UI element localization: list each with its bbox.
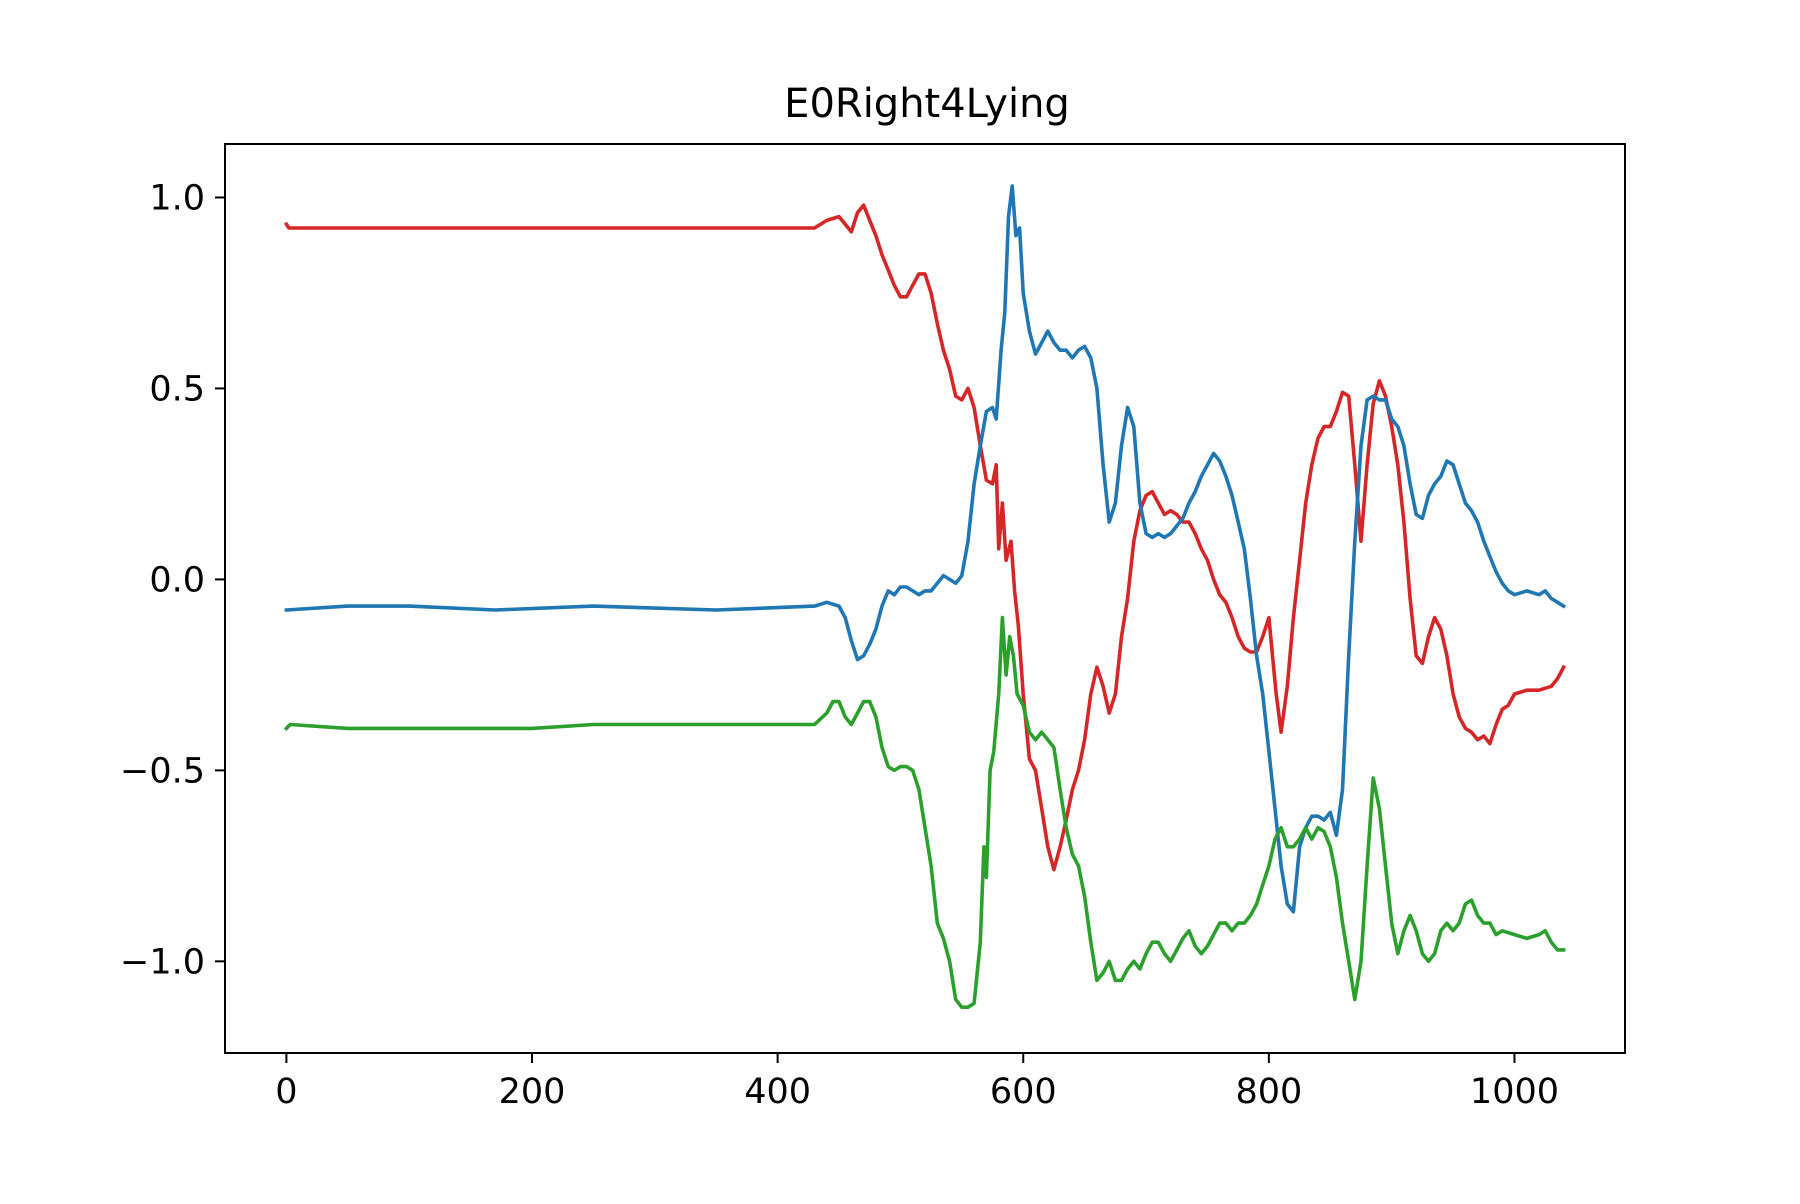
y-tick-label: 0.0 (149, 560, 205, 600)
x-axis: 0 200 400 600 800 1000 (275, 1053, 1559, 1112)
y-tick-label: −1.0 (120, 942, 205, 982)
x-tick-label: 0 (275, 1072, 297, 1112)
y-tick-label: −0.5 (120, 751, 205, 791)
series-layer (283, 184, 1567, 1009)
x-tick-label: 800 (1235, 1072, 1302, 1112)
series-line-green (283, 615, 1566, 1009)
x-tick-label: 400 (744, 1072, 811, 1112)
y-axis: 1.0 0.5 0.0 −0.5 −1.0 (120, 178, 225, 982)
y-tick-label: 0.5 (149, 369, 205, 409)
series-line-red (283, 203, 1567, 872)
x-tick-label: 600 (990, 1072, 1057, 1112)
chart-title: E0Right4Lying (784, 81, 1070, 127)
y-tick-label: 1.0 (149, 178, 205, 218)
series-line-blue (284, 184, 1567, 914)
plot-area-frame (224, 143, 1626, 1054)
x-tick-label: 200 (499, 1072, 566, 1112)
x-tick-label: 1000 (1470, 1072, 1559, 1112)
